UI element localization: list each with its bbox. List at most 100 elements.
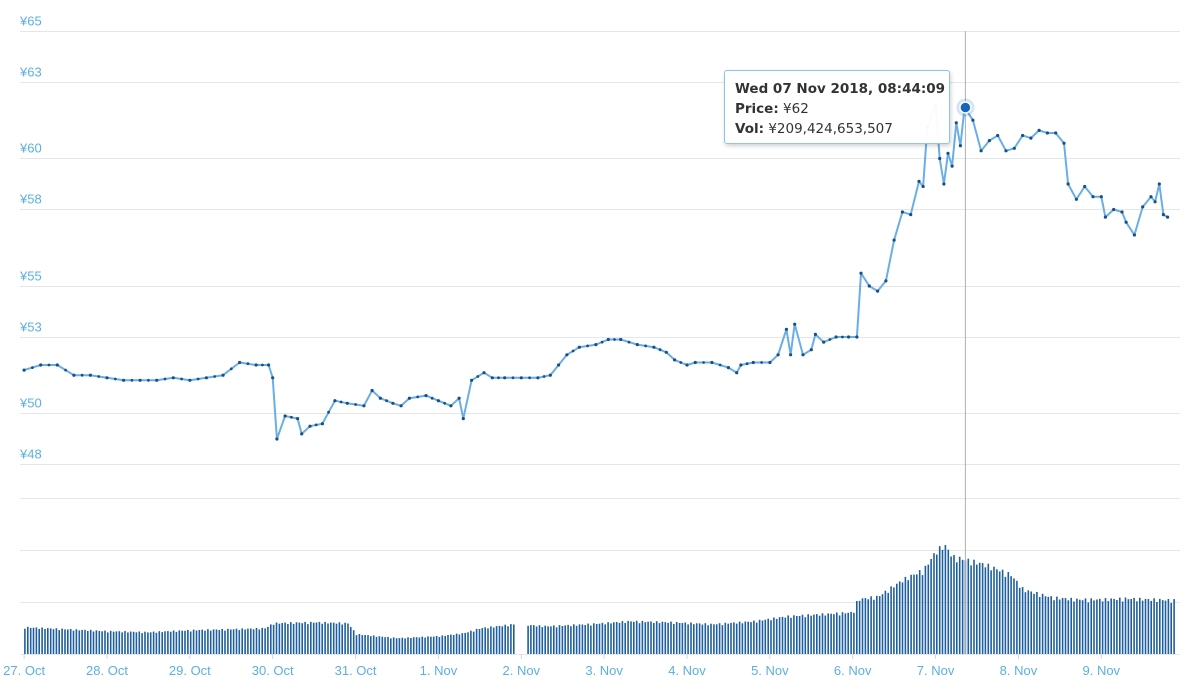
volume-bar bbox=[1141, 600, 1144, 654]
price-point bbox=[300, 432, 304, 436]
volume-bar bbox=[230, 629, 232, 654]
price-point bbox=[204, 376, 208, 380]
price-point bbox=[557, 363, 561, 367]
volume-bar bbox=[1027, 590, 1030, 654]
price-point bbox=[1091, 195, 1095, 199]
volume-bar bbox=[1119, 597, 1121, 654]
volume-bar bbox=[544, 625, 546, 654]
hover-marker[interactable] bbox=[959, 101, 972, 114]
volume-bar bbox=[770, 620, 772, 654]
x-tick-label: 1. Nov bbox=[420, 663, 458, 678]
volume-bar bbox=[941, 549, 944, 654]
volume-bar bbox=[270, 624, 272, 654]
tooltip-price-value: ¥62 bbox=[783, 101, 809, 117]
volume-bar bbox=[152, 631, 155, 654]
volume-bar bbox=[272, 624, 275, 654]
volume-bar bbox=[507, 626, 509, 654]
volume-bar bbox=[624, 623, 626, 654]
volume-bar bbox=[595, 624, 598, 654]
volume-bar bbox=[295, 622, 298, 654]
price-point bbox=[859, 271, 863, 275]
volume-bar bbox=[847, 612, 849, 654]
volume-bar bbox=[478, 629, 481, 654]
price-point bbox=[55, 363, 59, 367]
volume-bar bbox=[492, 627, 495, 654]
volume-bar bbox=[472, 631, 475, 654]
y-tick-label: ¥55 bbox=[19, 269, 42, 284]
volume-bar bbox=[410, 638, 412, 654]
volume-bar bbox=[101, 631, 103, 654]
price-point bbox=[476, 375, 480, 378]
tooltip-price-label: Price: bbox=[735, 101, 779, 117]
volume-bar bbox=[698, 623, 701, 654]
x-tick-label: 3. Nov bbox=[585, 663, 623, 678]
volume-bar bbox=[84, 629, 86, 654]
volume-bar bbox=[590, 625, 592, 654]
volume-bar bbox=[95, 630, 98, 654]
volume-bar bbox=[372, 635, 375, 654]
volume-bar bbox=[784, 617, 787, 654]
volume-bar bbox=[747, 621, 749, 654]
price-point bbox=[586, 344, 589, 348]
volume-bar bbox=[1104, 598, 1107, 654]
x-tick-label: 7. Nov bbox=[917, 663, 955, 678]
volume-bar bbox=[673, 624, 675, 654]
price-point bbox=[345, 401, 349, 405]
volume-bar bbox=[653, 623, 655, 654]
price-point bbox=[1004, 149, 1008, 153]
volume-bar bbox=[1113, 598, 1115, 654]
volume-bar bbox=[661, 621, 664, 654]
volume-bar bbox=[907, 580, 909, 654]
volume-bar bbox=[730, 622, 732, 654]
price-point bbox=[39, 363, 43, 367]
price-point bbox=[673, 358, 677, 362]
volume-bar bbox=[993, 566, 995, 654]
volume-bar bbox=[898, 581, 901, 654]
hover-point[interactable] bbox=[956, 98, 975, 117]
volume-bar bbox=[807, 614, 809, 654]
volume-bar bbox=[132, 631, 135, 654]
volume-bar bbox=[1010, 576, 1012, 654]
volume-bar bbox=[458, 634, 461, 654]
volume-bar bbox=[181, 630, 183, 654]
price-point bbox=[64, 368, 67, 372]
price-point bbox=[188, 378, 192, 382]
volume-bar bbox=[827, 613, 829, 654]
price-point bbox=[536, 376, 540, 380]
price-point bbox=[600, 340, 604, 344]
volume-bar bbox=[124, 631, 126, 654]
volume-bar bbox=[690, 622, 692, 654]
volume-bar bbox=[187, 629, 189, 654]
price-point bbox=[644, 344, 647, 348]
volume-bar bbox=[973, 559, 975, 654]
volume-bar bbox=[75, 629, 78, 654]
price-point bbox=[275, 437, 279, 441]
volume-bar bbox=[1004, 576, 1007, 654]
volume-bar bbox=[633, 621, 635, 654]
price-point bbox=[658, 348, 662, 352]
price-point bbox=[155, 378, 159, 382]
volume-bar bbox=[598, 623, 601, 654]
volume-bar bbox=[204, 630, 206, 654]
volume-bar bbox=[241, 628, 243, 654]
price-axis-labels: ¥48 ¥50 ¥53 ¥55 ¥58 ¥60 ¥63 ¥65 bbox=[19, 14, 42, 462]
price-point bbox=[548, 373, 552, 377]
volume-bar bbox=[758, 619, 761, 654]
volume-bar bbox=[1087, 602, 1090, 654]
volume-bar bbox=[1018, 587, 1021, 654]
volume-bar bbox=[844, 613, 847, 654]
volume-bar bbox=[258, 629, 261, 654]
price-point bbox=[619, 337, 623, 342]
price-point bbox=[1062, 141, 1066, 145]
x-tick-label: 27. Oct bbox=[3, 663, 45, 678]
volume-bar bbox=[207, 629, 209, 654]
volume-bar bbox=[655, 621, 658, 654]
volume-bar bbox=[535, 626, 538, 654]
volume-bar bbox=[350, 627, 352, 654]
price-point bbox=[942, 182, 946, 186]
volume-bar bbox=[921, 575, 924, 654]
volume-bar bbox=[884, 590, 887, 654]
volume-bar bbox=[390, 638, 392, 654]
volume-bar bbox=[424, 637, 426, 654]
